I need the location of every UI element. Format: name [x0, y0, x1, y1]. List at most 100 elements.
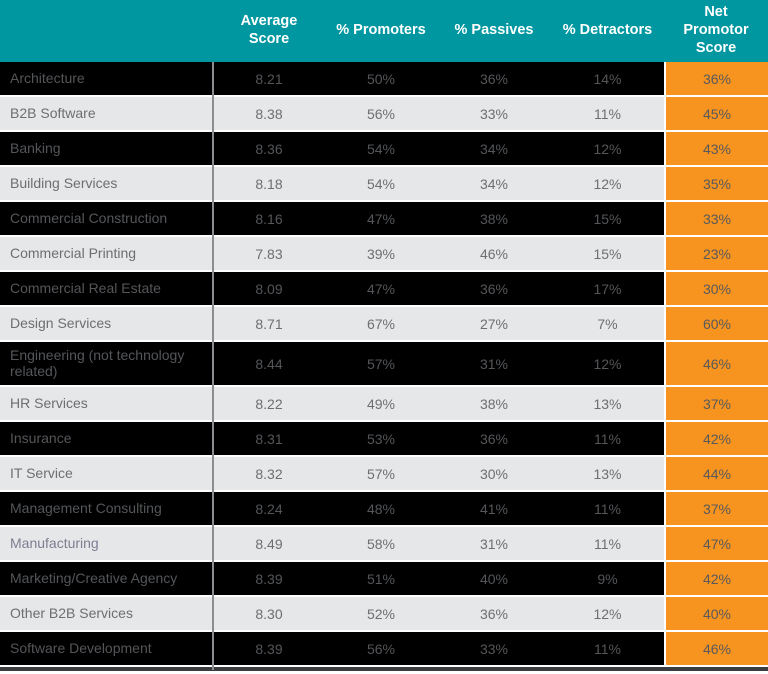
passives-cell: 46% [437, 237, 551, 270]
table-header-row: Average Score % Promoters % Passives % D… [0, 0, 768, 62]
promoters-cell: 56% [325, 632, 437, 666]
average-score-cell: 8.49 [213, 527, 325, 561]
net-promotor-score-cell: 46% [664, 632, 768, 666]
passives-cell: 38% [437, 202, 551, 235]
detractors-cell: 9% [551, 562, 664, 596]
table-row: Software Development 8.39 56% 33% 11% 46… [0, 632, 768, 666]
net-promotor-score-cell: 33% [664, 202, 768, 235]
passives-cell: 34% [437, 132, 551, 165]
detractors-cell: 14% [551, 62, 664, 95]
table-row: IT Service 8.32 57% 30% 13% 44% [0, 457, 768, 491]
header-promoters-label: % Promoters [336, 22, 426, 39]
promoters-cell: 50% [325, 62, 437, 95]
net-promotor-score-cell: 40% [664, 597, 768, 631]
passives-cell: 31% [437, 527, 551, 561]
average-score-cell: 8.31 [213, 422, 325, 456]
detractors-cell: 12% [551, 597, 664, 631]
detractors-cell: 11% [551, 632, 664, 666]
table-row: Commercial Printing 7.83 39% 46% 15% 23% [0, 237, 768, 270]
industry-label-cell: Engineering (not technology related) [0, 342, 213, 386]
detractors-cell: 11% [551, 527, 664, 561]
passives-cell: 31% [437, 342, 551, 386]
table-row: Manufacturing 8.49 58% 31% 11% 47% [0, 527, 768, 561]
promoters-cell: 57% [325, 457, 437, 491]
net-promotor-score-cell: 37% [664, 492, 768, 526]
promoters-cell: 56% [325, 97, 437, 130]
promoters-cell: 47% [325, 272, 437, 305]
average-score-cell: 8.21 [213, 62, 325, 95]
average-score-cell: 8.32 [213, 457, 325, 491]
net-promotor-score-cell: 45% [664, 97, 768, 130]
detractors-cell: 17% [551, 272, 664, 305]
average-score-cell: 8.39 [213, 562, 325, 596]
average-score-cell: 8.24 [213, 492, 325, 526]
industry-label-cell: Architecture [0, 62, 213, 95]
header-average-score-label: Average Score [240, 13, 298, 47]
header-passives: % Passives [437, 0, 551, 62]
detractors-cell: 13% [551, 387, 664, 421]
column-separator-line [212, 62, 214, 670]
table-row: Architecture 8.21 50% 36% 14% 36% [0, 62, 768, 95]
industry-label-cell: Insurance [0, 422, 213, 456]
industry-label-cell: Manufacturing [0, 527, 213, 561]
promoters-cell: 54% [325, 132, 437, 165]
industry-label-cell: Banking [0, 132, 213, 165]
detractors-cell: 11% [551, 422, 664, 456]
average-score-cell: 8.16 [213, 202, 325, 235]
header-net-promotor-score: Net Promotor Score [664, 0, 768, 62]
industry-label-cell: Design Services [0, 307, 213, 340]
detractors-cell: 12% [551, 167, 664, 200]
industry-label-cell: B2B Software [0, 97, 213, 130]
header-average-score: Average Score [213, 0, 325, 62]
industry-label-cell: Management Consulting [0, 492, 213, 526]
net-promotor-score-cell: 23% [664, 237, 768, 270]
average-score-cell: 8.09 [213, 272, 325, 305]
promoters-cell: 58% [325, 527, 437, 561]
passives-cell: 36% [437, 422, 551, 456]
detractors-cell: 12% [551, 342, 664, 386]
table-row: Insurance 8.31 53% 36% 11% 42% [0, 422, 768, 456]
promoters-cell: 52% [325, 597, 437, 631]
promoters-cell: 53% [325, 422, 437, 456]
table-bottom-border [0, 667, 768, 672]
header-industry [0, 0, 213, 62]
passives-cell: 36% [437, 62, 551, 95]
industry-label-cell: HR Services [0, 387, 213, 421]
promoters-cell: 57% [325, 342, 437, 386]
table-row: Management Consulting 8.24 48% 41% 11% 3… [0, 492, 768, 526]
net-promotor-score-cell: 44% [664, 457, 768, 491]
net-promotor-score-cell: 30% [664, 272, 768, 305]
table-row: Banking 8.36 54% 34% 12% 43% [0, 132, 768, 165]
net-promotor-score-cell: 60% [664, 307, 768, 340]
promoters-cell: 67% [325, 307, 437, 340]
industry-label-cell: Commercial Real Estate [0, 272, 213, 305]
passives-cell: 30% [437, 457, 551, 491]
promoters-cell: 39% [325, 237, 437, 270]
passives-cell: 33% [437, 632, 551, 666]
passives-cell: 41% [437, 492, 551, 526]
table-row: HR Services 8.22 49% 38% 13% 37% [0, 387, 768, 421]
detractors-cell: 12% [551, 132, 664, 165]
table-row: Building Services 8.18 54% 34% 12% 35% [0, 167, 768, 200]
header-passives-label: % Passives [454, 22, 534, 39]
promoters-cell: 48% [325, 492, 437, 526]
detractors-cell: 11% [551, 492, 664, 526]
net-promotor-score-cell: 46% [664, 342, 768, 386]
average-score-cell: 7.83 [213, 237, 325, 270]
detractors-cell: 7% [551, 307, 664, 340]
table-row: Other B2B Services 8.30 52% 36% 12% 40% [0, 597, 768, 631]
industry-label-cell: Commercial Construction [0, 202, 213, 235]
table-row: Commercial Real Estate 8.09 47% 36% 17% … [0, 272, 768, 305]
industry-label-cell: Marketing/Creative Agency [0, 562, 213, 596]
average-score-cell: 8.22 [213, 387, 325, 421]
header-detractors-label: % Detractors [562, 22, 653, 39]
average-score-cell: 8.39 [213, 632, 325, 666]
industry-label-cell: Software Development [0, 632, 213, 666]
table-body: Architecture 8.21 50% 36% 14% 36% B2B So… [0, 62, 768, 666]
net-promotor-score-cell: 43% [664, 132, 768, 165]
passives-cell: 38% [437, 387, 551, 421]
net-promotor-score-cell: 42% [664, 422, 768, 456]
net-promotor-score-cell: 47% [664, 527, 768, 561]
passives-cell: 27% [437, 307, 551, 340]
detractors-cell: 13% [551, 457, 664, 491]
